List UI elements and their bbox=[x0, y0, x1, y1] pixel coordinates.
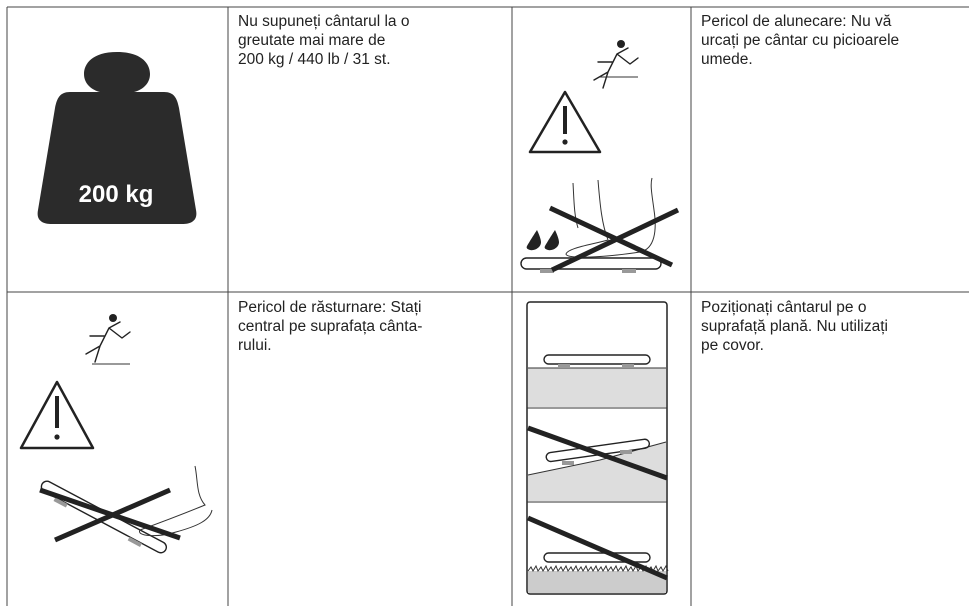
instruction-text: umede. bbox=[701, 51, 753, 68]
instruction-text: Pericol de alunecare: Nu vă bbox=[701, 13, 892, 30]
instruction-text: urcați pe cântar cu picioarele bbox=[701, 32, 899, 49]
weight-icon: 200 kg bbox=[37, 52, 197, 224]
instruction-text: 200 kg / 440 lb / 31 st. bbox=[238, 51, 391, 68]
surface-icon bbox=[526, 301, 669, 595]
table-grid bbox=[6, 6, 969, 606]
tip-warning-icon bbox=[19, 314, 213, 554]
instruction-text: rului. bbox=[238, 337, 272, 354]
instruction-text: central pe suprafața cânta- bbox=[238, 318, 422, 335]
instruction-text: Pericol de răsturnare: Stați bbox=[238, 299, 422, 316]
instruction-text: Nu supuneți cântarul la o bbox=[238, 13, 409, 30]
instruction-text: greutate mai mare de bbox=[238, 32, 385, 49]
instruction-text: Poziționați cântarul pe o bbox=[701, 299, 866, 316]
slip-warning-icon bbox=[520, 40, 680, 273]
instruction-text: pe covor. bbox=[701, 337, 764, 354]
weight-label: 200 kg bbox=[79, 181, 154, 208]
instruction-text: suprafață plană. Nu utilizați bbox=[701, 318, 888, 335]
